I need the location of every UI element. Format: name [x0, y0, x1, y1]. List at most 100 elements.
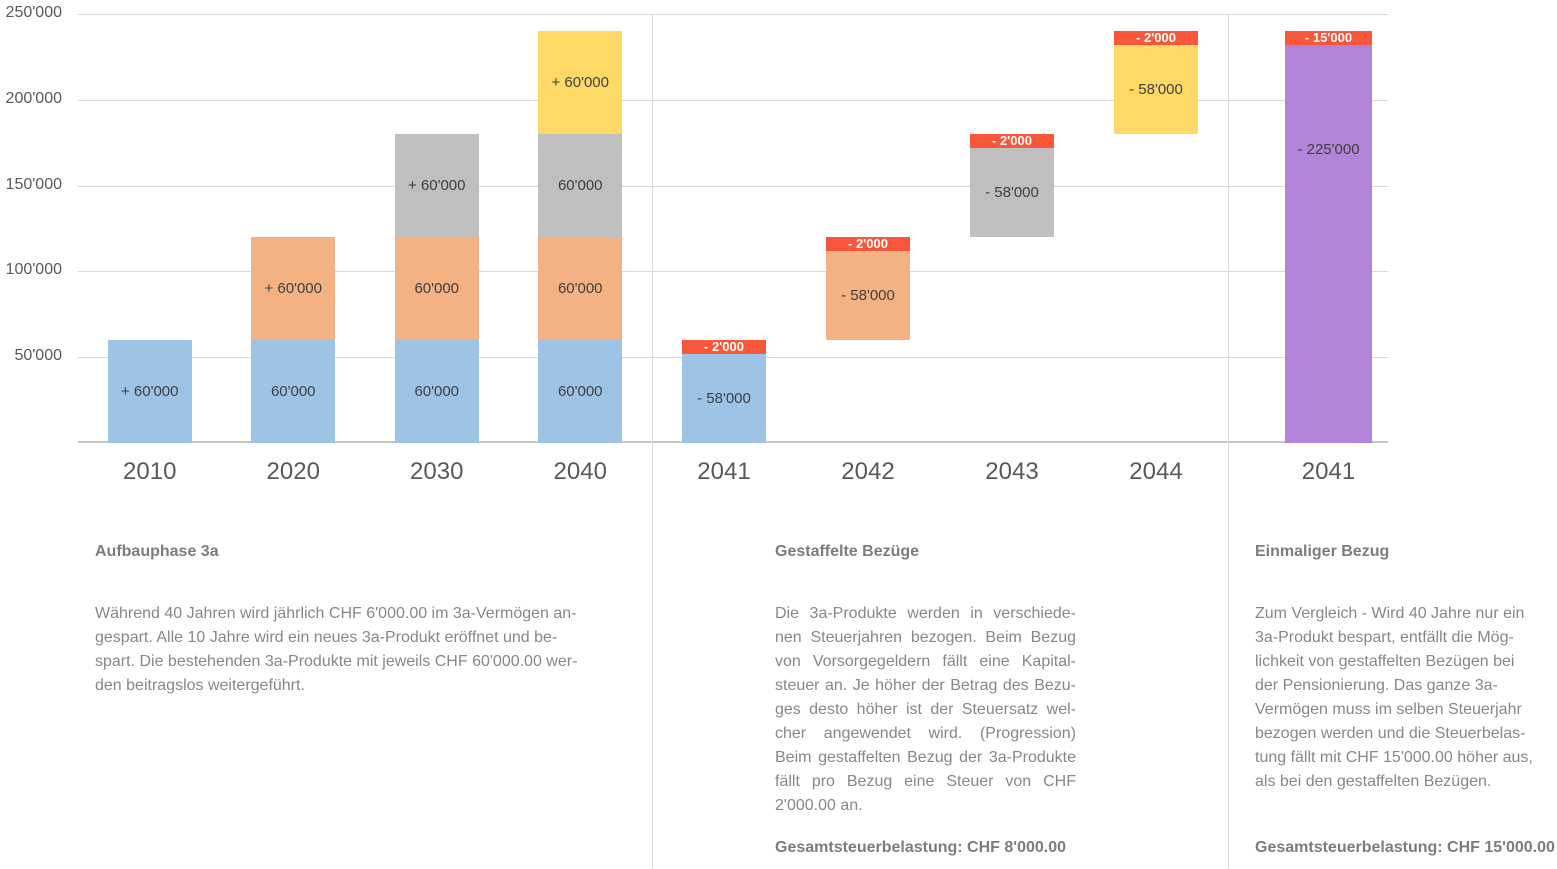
body-line: den beitragslos weitergeführt.: [95, 677, 305, 694]
gridline: [652, 14, 1228, 15]
body-line: lichkeit von gestaffelten Bezügen bei: [1255, 653, 1515, 670]
bar-segment: + 60'000: [394, 134, 479, 237]
tax-cap-label: - 2'000: [1136, 30, 1176, 45]
bars-einmalig: - 15'000 - 225'000: [1228, 14, 1388, 443]
textblock-aufbauphase: Aufbauphase 3a Während 40 Jahren wird jä…: [95, 543, 600, 698]
bar-segment-label: 60'000: [414, 383, 460, 400]
bar-slot: 60'000 60'000 + 60'000: [365, 14, 509, 443]
bar-body: - 58'000: [1114, 45, 1198, 134]
bar-segment-label: + 60'000: [264, 280, 322, 297]
gridline: [1228, 14, 1388, 15]
tax-cap: - 2'000: [1114, 31, 1198, 45]
section-divider: [652, 14, 653, 869]
body-line: tung fällt mit CHF 15'000.00 höher aus,: [1255, 749, 1533, 766]
tax-cap-label: - 2'000: [992, 133, 1032, 148]
body-line: der Pensionierung. Das ganze 3a-: [1255, 677, 1498, 694]
tax-cap-label: - 2'000: [704, 339, 744, 354]
body-line: gespart. Alle 10 Jahre wird ein neues 3a…: [95, 629, 558, 646]
bar-slot: - 2'000 - 58'000: [652, 14, 796, 443]
section-body: Während 40 Jahren wird jährlich CHF 6'00…: [95, 602, 600, 698]
bar-segment: 60'000: [251, 340, 336, 443]
year-label: 2010: [123, 458, 177, 485]
body-line: Vermögen muss im selben Steuerjahr: [1255, 701, 1522, 718]
bar-einmalig-2041: - 15'000 - 225'000: [1285, 31, 1372, 443]
year-label: 2043: [985, 458, 1039, 485]
bars-gestaffelt: - 2'000 - 58'000 - 2'000 - 58'000 - 2'000 - 5…: [652, 14, 1228, 443]
bar-aufbau-2020: 60'000 + 60'000: [251, 237, 336, 443]
bar-segment: + 60'000: [538, 31, 623, 134]
tax-cap: - 2'000: [826, 237, 910, 251]
gridline: [652, 357, 1228, 358]
tax-cap: - 15'000: [1285, 31, 1372, 45]
section-body: Die 3a-Produkte werden in verschiede-nen…: [775, 602, 1076, 818]
bar-body-label: - 225'000: [1297, 140, 1360, 158]
bar-segment-label: + 60'000: [120, 383, 179, 400]
bar-body-label: - 58'000: [841, 287, 895, 304]
body-line: 3a-Produkt bespart, entfällt die Mög-: [1255, 629, 1514, 646]
bar-segment-label: 60'000: [414, 280, 460, 297]
textblock-einmalig: Einmaliger Bezug Zum Vergleich - Wird 40…: [1255, 543, 1553, 794]
bar-slot: - 2'000 - 58'000: [1084, 14, 1228, 443]
year-label: 2042: [841, 458, 895, 485]
bar-body: - 225'000: [1285, 45, 1372, 443]
year-label: 2030: [410, 458, 464, 485]
bar-body-label: - 58'000: [1129, 81, 1183, 98]
section-heading: Einmaliger Bezug: [1255, 543, 1390, 560]
body-line: Die 3a-Produkte werden in verschiede-: [775, 605, 1076, 622]
bar-body-label: - 58'000: [985, 184, 1039, 201]
bar-segment-label: 60'000: [557, 383, 603, 400]
section-gestaffelte-bezuege: - 2'000 - 58'000 - 2'000 - 58'000 - 2'000 - 5…: [652, 0, 1228, 869]
bar-aufbau-2010: + 60'000: [107, 340, 192, 443]
gridline: [78, 14, 652, 15]
year-label: 2044: [1129, 458, 1183, 485]
bar-slot: - 2'000 - 58'000: [940, 14, 1084, 443]
bar-gestaffelt-2041: - 2'000 - 58'000: [682, 340, 766, 443]
bar-segment-label: + 60'000: [551, 74, 609, 91]
bar-gestaffelt-2043: - 2'000 - 58'000: [970, 134, 1054, 237]
tax-cap-label: - 15'000: [1304, 30, 1353, 45]
bar-segment: 60'000: [538, 237, 623, 340]
gridline: [78, 441, 652, 443]
y-tick-label: 200'000: [5, 90, 62, 107]
total-tax-label: Gesamtsteuerbelastung: CHF 8'000.00: [775, 839, 1067, 856]
bar-segment-label: 60'000: [557, 280, 603, 297]
body-line: steuer an. Je höher der Betrag des Bezu-: [775, 677, 1076, 694]
bar-slot: 60'000 60'000 60'000 + 60'000: [509, 14, 653, 443]
gridlines: [78, 14, 652, 443]
gridline: [78, 271, 652, 272]
bar-body-label: - 58'000: [697, 390, 751, 407]
gridline: [78, 100, 652, 101]
bar-segment: 60'000: [394, 237, 479, 340]
body-line: nen Steuerjahren bezogen. Beim Bezug: [775, 629, 1076, 646]
x-axis-years-gestaffelt: 2041 2042 2043 2044: [652, 443, 1228, 501]
plot-aufbauphase: + 60'000 60'000 + 60'000 60'000 60'000 + 60'0…: [78, 14, 652, 443]
bar-body: - 58'000: [970, 148, 1054, 237]
bar-segment: + 60'000: [251, 237, 336, 340]
gridline: [652, 100, 1228, 101]
textblock-gestaffelt: Gestaffelte Bezüge Die 3a-Produkte werde…: [775, 543, 1076, 818]
bar-segment: + 60'000: [107, 340, 192, 443]
y-tick-label: 50'000: [14, 347, 62, 364]
bar-body: - 58'000: [682, 354, 766, 443]
section-heading: Gestaffelte Bezüge: [775, 543, 920, 560]
gridline: [652, 271, 1228, 272]
gridline: [652, 441, 1228, 443]
gridline: [78, 186, 652, 187]
bars-aufbau: + 60'000 60'000 + 60'000 60'000 60'000 + 60'0…: [78, 14, 652, 443]
tax-cap: - 2'000: [682, 340, 766, 354]
gridline: [652, 186, 1228, 187]
body-line: als bei den gestaffelten Bezügen.: [1255, 773, 1492, 790]
y-tick-label: 150'000: [5, 176, 62, 193]
body-line: fällt pro Bezug eine Steuer von CHF: [775, 773, 1076, 790]
gridline: [78, 357, 652, 358]
tax-cap: - 2'000: [970, 134, 1054, 148]
body-line: Zum Vergleich - Wird 40 Jahre nur ein: [1255, 605, 1525, 622]
bar-gestaffelt-2042: - 2'000 - 58'000: [826, 237, 910, 340]
y-tick-label: 100'000: [5, 261, 62, 278]
body-line: cher angewendet wird. (Progression): [775, 725, 1076, 742]
body-line: ges desto höher ist der Steuersatz wel-: [775, 701, 1076, 718]
section-body: Zum Vergleich - Wird 40 Jahre nur ein 3a-…: [1255, 602, 1553, 794]
section-heading: Aufbauphase 3a: [95, 543, 219, 560]
bar-segment-label: 60'000: [557, 177, 603, 194]
